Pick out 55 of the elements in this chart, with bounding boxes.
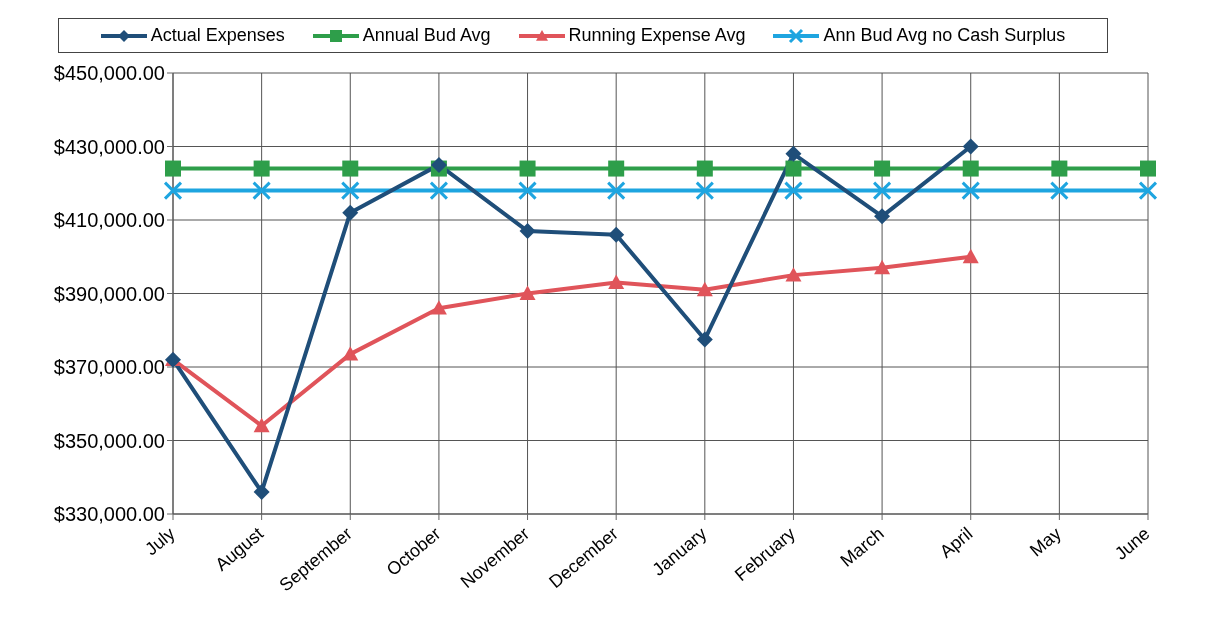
point <box>253 483 270 500</box>
point <box>783 181 803 201</box>
x-tick-label: July <box>141 523 179 560</box>
point <box>163 181 183 201</box>
point <box>1049 181 1069 201</box>
y-tick-label: $410,000.00 <box>53 209 165 232</box>
legend-label: Annual Bud Avg <box>361 25 491 46</box>
point <box>430 300 447 315</box>
point <box>519 285 536 300</box>
x-tick-label: May <box>1026 523 1065 561</box>
point <box>1051 160 1068 177</box>
point <box>696 160 713 177</box>
point <box>519 160 536 177</box>
point <box>342 346 359 361</box>
legend-label: Running Expense Avg <box>567 25 746 46</box>
y-tick-label: $430,000.00 <box>53 135 165 158</box>
point <box>696 281 713 297</box>
point <box>430 156 447 173</box>
point <box>519 223 536 240</box>
y-tick-label: $370,000.00 <box>53 356 165 379</box>
y-tick-label: $330,000.00 <box>53 503 165 526</box>
point <box>961 181 981 201</box>
point <box>252 181 272 201</box>
point <box>874 160 891 177</box>
point <box>962 138 979 155</box>
point <box>429 181 449 201</box>
point <box>608 274 625 289</box>
point <box>518 181 538 201</box>
point <box>696 331 713 348</box>
point <box>962 248 979 264</box>
point <box>872 181 892 201</box>
point <box>874 208 891 225</box>
y-tick-label: $350,000.00 <box>53 429 165 452</box>
point <box>342 204 359 221</box>
point <box>165 160 181 177</box>
point <box>874 259 891 275</box>
legend-label: Ann Bud Avg no Cash Surplus <box>822 25 1066 46</box>
point <box>785 145 802 162</box>
point <box>253 417 270 433</box>
y-tick-label: $450,000.00 <box>53 62 165 85</box>
point <box>785 160 802 177</box>
x-tick-label: June <box>1110 523 1154 564</box>
point <box>695 181 715 201</box>
y-tick-label: $390,000.00 <box>53 282 165 305</box>
legend-label: Actual Expenses <box>149 25 285 46</box>
point <box>1140 160 1156 177</box>
point <box>608 160 625 177</box>
point <box>962 160 979 177</box>
point <box>253 160 270 177</box>
point <box>785 267 802 282</box>
point <box>1138 181 1158 201</box>
point <box>340 181 360 201</box>
point <box>342 160 359 177</box>
point <box>608 226 625 243</box>
point <box>606 181 626 201</box>
